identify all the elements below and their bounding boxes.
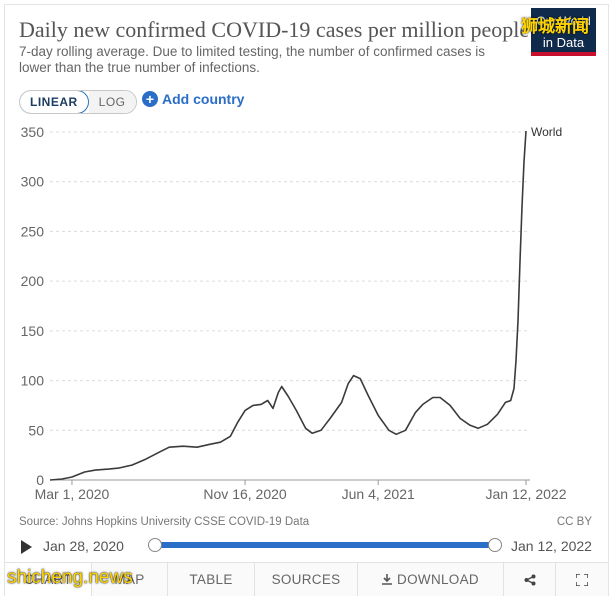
watermark-top: 狮城新闻 bbox=[521, 17, 589, 36]
download-label: DOWNLOAD bbox=[397, 572, 479, 587]
owid-logo[interactable]: Our World in Data bbox=[531, 8, 596, 56]
watermark-bottom: shicheng.news bbox=[7, 567, 133, 588]
logo-line-1: Our World bbox=[536, 14, 591, 28]
y-tick-label: 200 bbox=[21, 273, 45, 289]
timeline-start-label: Jan 28, 2020 bbox=[43, 538, 124, 554]
tab-map[interactable]: MAP bbox=[92, 563, 168, 596]
series-label-world: World bbox=[531, 125, 562, 139]
x-tick-label: Jun 4, 2021 bbox=[342, 486, 415, 502]
scale-log-button[interactable]: LOG bbox=[88, 91, 136, 113]
y-tick-label: 250 bbox=[21, 223, 45, 239]
series-line-world bbox=[49, 130, 527, 481]
y-tick-label: 150 bbox=[21, 323, 45, 339]
timeline-track[interactable] bbox=[148, 538, 502, 552]
logo-accent-bar bbox=[531, 52, 596, 56]
scale-linear-button[interactable]: LINEAR bbox=[19, 91, 89, 113]
tab-download[interactable]: DOWNLOAD bbox=[358, 563, 504, 596]
chart-subtitle: 7-day rolling average. Due to limited te… bbox=[19, 44, 485, 75]
chart-tabs: CHART MAP TABLE SOURCES DOWNLOAD bbox=[5, 562, 608, 596]
timeline[interactable]: Jan 28, 2020 Jan 12, 2022 bbox=[19, 537, 594, 557]
source-note[interactable]: Source: Johns Hopkins University CSSE CO… bbox=[19, 516, 310, 528]
plus-circle-icon: + bbox=[142, 91, 158, 107]
fullscreen-button[interactable] bbox=[556, 563, 608, 596]
x-tick-label: Nov 16, 2020 bbox=[203, 486, 286, 502]
add-country-button[interactable]: + Add country bbox=[142, 91, 244, 107]
y-tick-label: 100 bbox=[21, 373, 45, 389]
add-country-label: Add country bbox=[162, 91, 245, 107]
y-tick-label: 350 bbox=[21, 124, 45, 140]
x-tick-label: Jan 12, 2022 bbox=[486, 486, 567, 502]
play-icon[interactable] bbox=[21, 540, 32, 554]
license-link[interactable]: CC BY bbox=[556, 516, 592, 528]
x-tick-label: Mar 1, 2020 bbox=[35, 486, 110, 502]
fullscreen-icon bbox=[575, 573, 589, 588]
tab-sources[interactable]: SOURCES bbox=[255, 563, 358, 596]
scale-toggle[interactable]: LINEAR LOG bbox=[19, 90, 137, 114]
y-tick-label: 0 bbox=[36, 472, 44, 488]
download-icon bbox=[382, 574, 393, 585]
timeline-end-label: Jan 12, 2022 bbox=[511, 538, 592, 554]
chart-title: Daily new confirmed COVID-19 cases per m… bbox=[19, 17, 530, 42]
y-tick-label: 300 bbox=[21, 174, 45, 190]
share-icon bbox=[524, 574, 535, 586]
logo-line-2: in Data bbox=[542, 35, 585, 50]
timeline-end-handle[interactable] bbox=[488, 538, 502, 552]
share-button[interactable] bbox=[504, 563, 556, 596]
tab-table[interactable]: TABLE bbox=[168, 563, 255, 596]
line-chart[interactable]: 0 50 100 150 200 250 300 350 Mar 1, 2020 Nov 16, … bbox=[0, 120, 613, 505]
tab-chart[interactable]: CHART bbox=[5, 563, 92, 596]
timeline-start-handle[interactable] bbox=[148, 538, 162, 552]
y-tick-label: 50 bbox=[28, 422, 44, 438]
